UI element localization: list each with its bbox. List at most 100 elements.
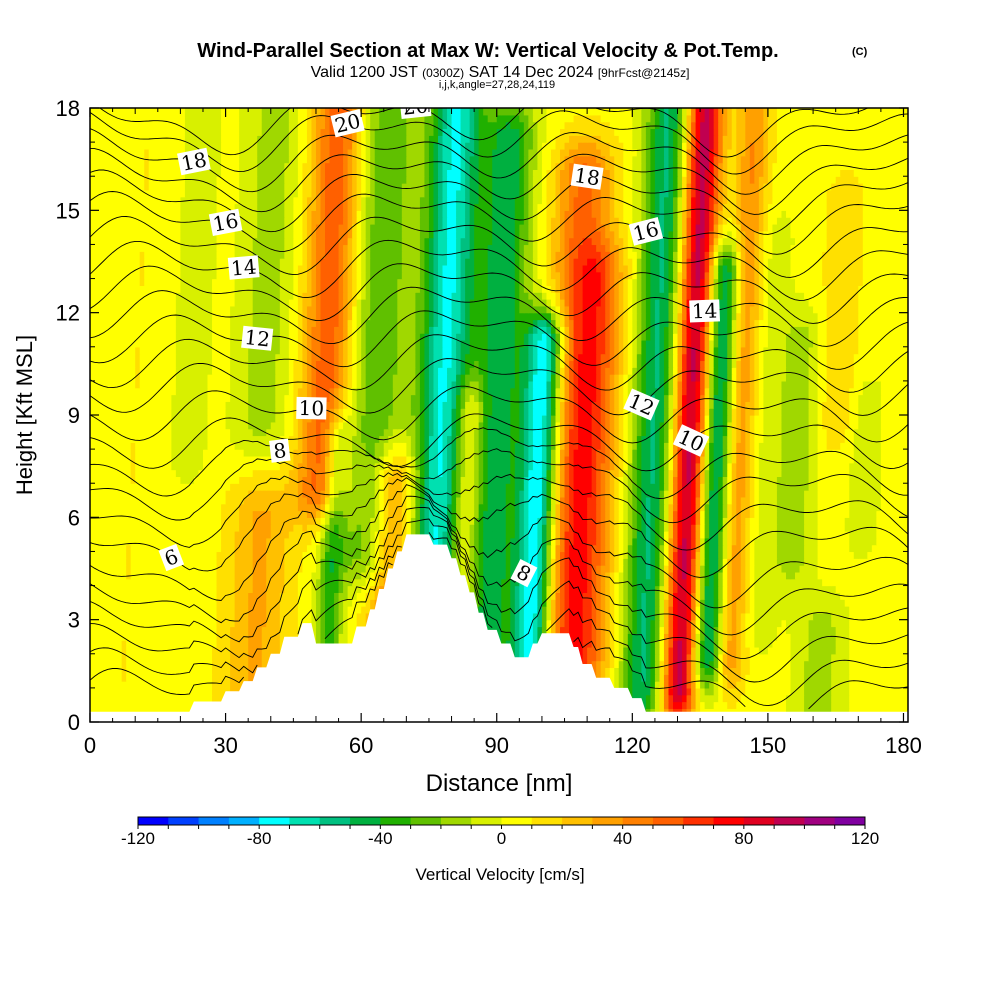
heat-cell <box>171 619 177 628</box>
heat-cell <box>767 681 774 689</box>
heat-cell <box>776 633 783 641</box>
heat-cell <box>564 612 570 621</box>
heat-cell <box>700 599 706 607</box>
heat-cell <box>234 681 240 689</box>
heat-cell <box>157 599 163 607</box>
heat-cell <box>772 640 778 648</box>
heat-cell <box>785 646 792 655</box>
heat-cell <box>813 667 819 675</box>
heat-cell <box>822 701 828 709</box>
heat-cell <box>858 558 864 566</box>
heat-cell <box>587 646 593 655</box>
heat-cell <box>740 612 746 621</box>
heat-cell <box>573 592 579 600</box>
heat-cell <box>356 585 362 593</box>
heat-cell <box>587 619 593 628</box>
heat-cell <box>230 585 236 593</box>
heat-cell <box>352 551 358 559</box>
heat-cell <box>460 558 466 566</box>
heat-cell <box>772 701 778 709</box>
heat-cell <box>826 606 832 614</box>
heat-cell <box>596 660 602 669</box>
heat-cell <box>207 646 213 655</box>
heat-cell <box>99 694 105 703</box>
heat-cell <box>297 551 304 559</box>
heat-cell <box>885 558 891 566</box>
heat-cell <box>528 640 534 648</box>
heat-cell <box>609 660 615 669</box>
heat-cell <box>243 619 249 628</box>
heat-cell <box>596 571 602 580</box>
heat-cell <box>99 606 105 614</box>
heat-cell <box>659 640 665 648</box>
heat-cell <box>225 606 231 614</box>
heat-cell <box>799 633 805 641</box>
heat-cell <box>695 606 701 614</box>
heat-cell <box>587 626 593 634</box>
heat-cell <box>632 687 638 696</box>
heat-cell <box>776 687 783 696</box>
heat-cell <box>560 578 566 587</box>
heat-cell <box>153 599 159 607</box>
heat-cell <box>528 626 534 634</box>
heat-cell <box>230 606 236 614</box>
heat-cell <box>279 612 285 621</box>
heat-cell <box>117 653 123 662</box>
heat-cell <box>198 646 204 655</box>
heat-cell <box>334 537 340 546</box>
heat-cell <box>216 551 222 559</box>
heat-cell <box>257 633 263 641</box>
heat-cell <box>216 578 222 587</box>
heat-cell <box>645 599 651 607</box>
heat-cell <box>243 606 249 614</box>
heat-cell <box>686 633 692 641</box>
heat-cell <box>361 551 367 559</box>
heat-cell <box>889 565 896 573</box>
heat-cell <box>582 599 588 607</box>
heat-cell <box>718 537 724 546</box>
heat-cell <box>704 694 710 703</box>
heat-cell <box>117 530 123 539</box>
heat-cell <box>659 585 665 593</box>
heat-cell <box>636 585 642 593</box>
heat-cell <box>795 544 801 553</box>
heat-cell <box>374 571 380 580</box>
heat-cell <box>99 551 105 559</box>
heat-cell <box>193 694 200 703</box>
heat-cell <box>239 592 245 600</box>
heat-cell <box>636 612 642 621</box>
heat-cell <box>704 687 710 696</box>
heat-cell <box>727 558 733 566</box>
heat-cell <box>591 565 597 573</box>
heat-cell <box>781 599 787 607</box>
heat-cell <box>704 681 710 689</box>
heat-cell <box>343 565 349 573</box>
heat-cell <box>171 606 177 614</box>
heat-cell <box>686 626 692 634</box>
heat-cell <box>266 571 272 580</box>
heat-cell <box>162 694 168 703</box>
heat-cell <box>867 599 873 607</box>
heat-cell <box>754 660 760 669</box>
heat-cell <box>754 667 760 675</box>
heat-cell <box>677 646 683 655</box>
heat-cell <box>704 578 710 587</box>
heat-cell <box>248 606 254 614</box>
heat-cell <box>677 633 683 641</box>
heat-cell <box>365 551 371 559</box>
heat-cell <box>781 681 787 689</box>
heat-cell <box>460 537 466 546</box>
heat-cell <box>302 571 308 580</box>
heat-cell <box>754 646 760 655</box>
heat-cell <box>541 626 548 634</box>
heat-cell <box>749 578 755 587</box>
heat-cell <box>804 640 810 648</box>
heat-cell <box>600 571 606 580</box>
heat-cell <box>736 592 742 600</box>
heat-cell <box>709 701 715 709</box>
heat-cell <box>90 558 96 566</box>
heat-cell <box>636 633 642 641</box>
heat-cell <box>885 599 891 607</box>
heat-cell <box>212 653 218 662</box>
heat-cell <box>858 633 864 641</box>
